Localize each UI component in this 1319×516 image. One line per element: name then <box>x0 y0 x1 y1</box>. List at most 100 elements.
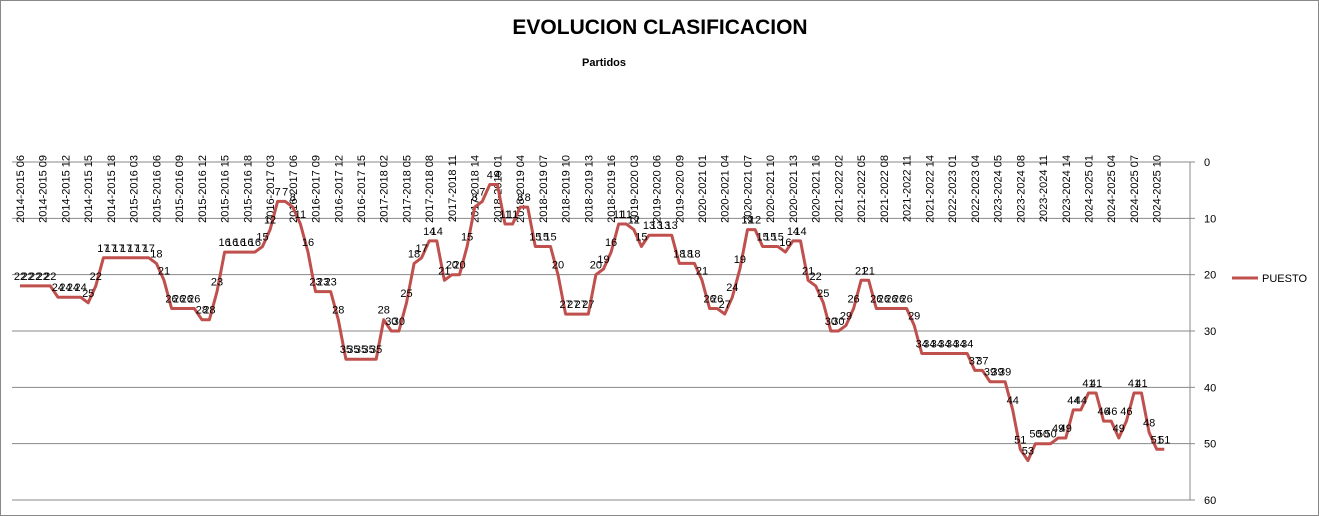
x-tick-label: 2022-2023 04 <box>970 155 982 223</box>
data-label: 22 <box>90 271 102 283</box>
x-tick-label: 2023-2024 08 <box>1015 155 1027 223</box>
data-label: 18 <box>681 248 693 260</box>
data-label: 21 <box>863 265 875 277</box>
data-label: 16 <box>779 237 791 249</box>
y-tick-label: 50 <box>1204 439 1216 451</box>
data-label: 28 <box>196 305 208 317</box>
data-label: 26 <box>900 293 912 305</box>
data-label: 21 <box>438 265 450 277</box>
x-tick-label: 2023-2024 05 <box>993 155 1005 223</box>
data-label: 23 <box>325 277 337 289</box>
x-tick-label: 2015-2016 03 <box>129 155 141 223</box>
data-label: 17 <box>120 243 132 255</box>
data-label: 34 <box>946 339 958 351</box>
data-label: 26 <box>893 293 905 305</box>
data-label: 27 <box>582 299 594 311</box>
data-label: 21 <box>696 265 708 277</box>
data-label: 22 <box>37 271 49 283</box>
legend-label: PUESTO <box>1262 273 1307 285</box>
data-label: 4 <box>487 170 493 182</box>
data-label: 16 <box>605 237 617 249</box>
data-label: 18 <box>688 248 700 260</box>
x-tick-label: 2020-2021 13 <box>788 155 800 223</box>
x-tick-label: 2015-2016 12 <box>197 155 209 223</box>
data-label: 12 <box>741 215 753 227</box>
data-label: 13 <box>658 220 670 232</box>
data-label: 24 <box>52 282 64 294</box>
data-label: 21 <box>802 265 814 277</box>
x-tick-label: 2020-2021 01 <box>697 155 709 223</box>
data-label: 30 <box>825 316 837 328</box>
data-label: 29 <box>908 310 920 322</box>
x-tick-label: 2023-2024 14 <box>1061 155 1073 223</box>
data-label: 39 <box>984 367 996 379</box>
data-label: 26 <box>711 293 723 305</box>
data-label: 28 <box>332 305 344 317</box>
y-tick-label: 20 <box>1204 270 1216 282</box>
data-label: 7 <box>282 186 288 198</box>
x-tick-label: 2021-2022 08 <box>879 155 891 223</box>
data-label: 8 <box>525 192 531 204</box>
x-tick-label: 2015-2016 18 <box>242 155 254 223</box>
data-label: 39 <box>999 367 1011 379</box>
data-label: 17 <box>135 243 147 255</box>
data-label: 41 <box>1082 378 1094 390</box>
x-tick-label: 2016-2017 09 <box>311 155 323 223</box>
x-tick-label: 2020-2021 04 <box>720 155 732 223</box>
x-tick-label: 2014-2015 18 <box>106 155 118 223</box>
data-label: 30 <box>393 316 405 328</box>
data-label: 15 <box>461 232 473 244</box>
data-label: 51 <box>1151 434 1163 446</box>
data-label: 44 <box>1075 395 1087 407</box>
data-label: 34 <box>938 339 950 351</box>
data-label: 17 <box>105 243 117 255</box>
x-tick-label: 2019-2020 03 <box>629 155 641 223</box>
data-label: 27 <box>559 299 571 311</box>
x-tick-label: 2017-2018 02 <box>379 155 391 223</box>
data-label: 28 <box>378 305 390 317</box>
x-tick-label: 2021-2022 02 <box>833 155 845 223</box>
data-label: 49 <box>1052 423 1064 435</box>
data-label: 34 <box>954 339 966 351</box>
data-label: 22 <box>14 271 26 283</box>
data-label: 25 <box>817 288 829 300</box>
data-label: 17 <box>416 243 428 255</box>
data-label: 12 <box>628 215 640 227</box>
data-label: 16 <box>234 237 246 249</box>
data-label: 30 <box>832 316 844 328</box>
x-tick-label: 2015-2016 09 <box>174 155 186 223</box>
data-label: 13 <box>666 220 678 232</box>
data-label: 26 <box>885 293 897 305</box>
x-tick-label: 2019-2020 09 <box>674 155 686 223</box>
x-tick-label: 2020-2021 10 <box>765 155 777 223</box>
data-label: 22 <box>44 271 56 283</box>
data-label: 22 <box>21 271 33 283</box>
data-label: 14 <box>794 226 806 238</box>
x-tick-label: 2024-2025 07 <box>1129 155 1141 223</box>
data-label: 26 <box>870 293 882 305</box>
x-tick-label: 2018-2019 13 <box>583 155 595 223</box>
data-label: 29 <box>840 310 852 322</box>
data-label: 51 <box>1014 434 1026 446</box>
data-label: 20 <box>552 260 564 272</box>
data-label: 26 <box>878 293 890 305</box>
data-label: 26 <box>188 293 200 305</box>
data-label: 41 <box>1128 378 1140 390</box>
data-label: 34 <box>916 339 928 351</box>
data-label: 8 <box>472 192 478 204</box>
data-label: 18 <box>150 248 162 260</box>
x-tick-label: 2020-2021 16 <box>811 155 823 223</box>
data-label: 23 <box>211 277 223 289</box>
data-label: 8 <box>290 192 296 204</box>
data-label: 16 <box>302 237 314 249</box>
data-label: 50 <box>1037 429 1049 441</box>
data-label: 21 <box>158 265 170 277</box>
x-tick-label: 2024-2025 01 <box>1083 155 1095 223</box>
data-label: 44 <box>1067 395 1079 407</box>
data-label: 37 <box>969 355 981 367</box>
data-label: 24 <box>67 282 79 294</box>
data-label: 16 <box>241 237 253 249</box>
y-tick-label: 60 <box>1204 495 1216 507</box>
data-label: 24 <box>74 282 86 294</box>
